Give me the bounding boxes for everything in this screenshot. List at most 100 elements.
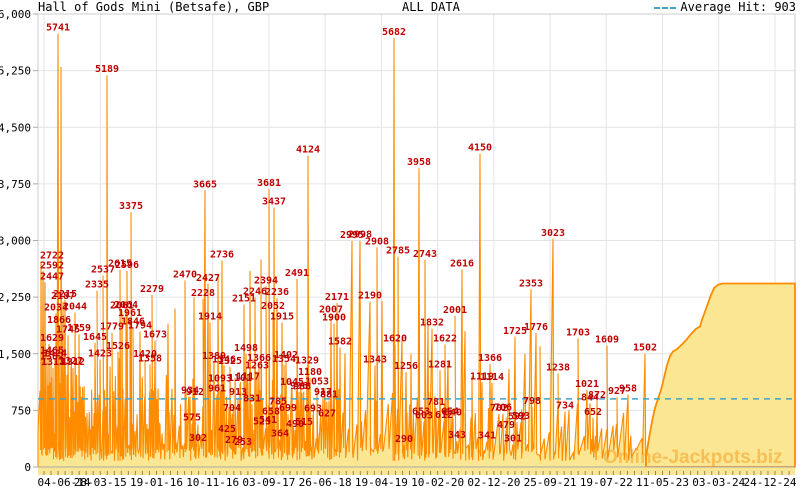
svg-text:19-01-16: 19-01-16 [130, 476, 183, 489]
svg-text:1263: 1263 [245, 361, 269, 372]
svg-text:1343: 1343 [363, 355, 387, 366]
svg-text:1325: 1325 [218, 356, 242, 367]
svg-text:2007: 2007 [319, 304, 343, 315]
svg-text:652: 652 [584, 407, 602, 418]
svg-text:3681: 3681 [257, 178, 281, 189]
svg-text:2228: 2228 [191, 288, 215, 299]
svg-text:917: 917 [314, 387, 332, 398]
x-axis [38, 466, 795, 475]
svg-text:654: 654 [441, 407, 459, 418]
svg-text:425: 425 [218, 424, 236, 435]
svg-text:1180: 1180 [298, 367, 322, 378]
svg-text:706: 706 [494, 403, 512, 414]
svg-text:612: 612 [435, 410, 453, 421]
svg-text:2736: 2736 [210, 249, 234, 260]
svg-text:1329: 1329 [295, 356, 319, 367]
svg-text:4150: 4150 [468, 143, 492, 154]
svg-text:24-12-24: 24-12-24 [744, 476, 797, 489]
svg-text:2061: 2061 [110, 300, 134, 311]
svg-text:1794: 1794 [128, 321, 152, 332]
svg-text:1021: 1021 [575, 379, 599, 390]
svg-text:5741: 5741 [46, 23, 70, 34]
svg-text:2785: 2785 [386, 246, 410, 257]
svg-text:2335: 2335 [85, 280, 109, 291]
svg-text:25-09-21: 25-09-21 [524, 476, 577, 489]
svg-text:2470: 2470 [173, 270, 197, 281]
svg-text:2279: 2279 [140, 284, 164, 295]
svg-text:1358: 1358 [138, 353, 162, 364]
svg-text:2743: 2743 [413, 249, 437, 260]
svg-text:872: 872 [588, 390, 606, 401]
svg-text:2187: 2187 [51, 291, 75, 302]
svg-text:1423: 1423 [88, 349, 112, 360]
svg-text:1725: 1725 [503, 326, 527, 337]
svg-text:2034: 2034 [44, 302, 68, 313]
svg-text:1389: 1389 [202, 351, 226, 362]
svg-text:1327: 1327 [59, 356, 83, 367]
svg-text:934: 934 [181, 385, 199, 396]
svg-text:1117: 1117 [236, 372, 260, 383]
svg-text:704: 704 [223, 403, 241, 414]
svg-text:2353: 2353 [519, 278, 543, 289]
svg-text:3375: 3375 [119, 201, 143, 212]
svg-text:26-06-18: 26-06-18 [299, 476, 352, 489]
svg-text:1346: 1346 [212, 354, 236, 365]
svg-text:1914: 1914 [198, 311, 222, 322]
svg-text:693: 693 [304, 404, 322, 415]
svg-text:996: 996 [290, 381, 308, 392]
svg-text:0: 0 [24, 461, 31, 474]
svg-text:290: 290 [395, 434, 413, 445]
svg-text:3,000: 3,000 [0, 235, 31, 248]
svg-text:2616: 2616 [450, 258, 474, 269]
average-hit-legend: Average Hit: 903 [654, 1, 796, 14]
y-axis-labels: 0 750 1,500 2,250 3,000 3,750 4,500 5,250 6,000 [0, 8, 38, 474]
svg-text:3437: 3437 [262, 197, 286, 208]
svg-text:515: 515 [295, 417, 313, 428]
svg-text:640: 640 [444, 408, 462, 419]
svg-text:1900: 1900 [322, 313, 346, 324]
svg-text:1526: 1526 [106, 341, 130, 352]
svg-text:2447: 2447 [40, 271, 64, 282]
svg-text:1582: 1582 [328, 337, 352, 348]
svg-text:302: 302 [189, 433, 207, 444]
svg-text:750: 750 [11, 404, 31, 417]
svg-text:958: 958 [619, 384, 637, 395]
svg-text:2722: 2722 [40, 250, 64, 261]
svg-text:11-05-23: 11-05-23 [636, 476, 689, 489]
svg-text:603: 603 [415, 410, 433, 421]
svg-text:627: 627 [318, 409, 336, 420]
svg-text:1424: 1424 [43, 348, 67, 359]
svg-text:2171: 2171 [325, 292, 349, 303]
svg-text:1759: 1759 [67, 323, 91, 334]
svg-text:343: 343 [448, 430, 466, 441]
svg-text:2908: 2908 [365, 236, 389, 247]
svg-text:3,750: 3,750 [0, 178, 31, 191]
svg-text:2615: 2615 [108, 259, 132, 270]
svg-text:1645: 1645 [83, 332, 107, 343]
svg-text:301: 301 [504, 433, 522, 444]
svg-text:734: 734 [556, 401, 574, 412]
svg-text:1502: 1502 [633, 343, 657, 354]
svg-text:19-04-19: 19-04-19 [355, 476, 408, 489]
svg-text:19-07-22: 19-07-22 [580, 476, 633, 489]
svg-text:831: 831 [243, 393, 261, 404]
svg-text:10-02-20: 10-02-20 [411, 476, 464, 489]
svg-text:1832: 1832 [420, 318, 444, 329]
svg-text:1366: 1366 [478, 353, 502, 364]
svg-text:2394: 2394 [254, 275, 278, 286]
svg-text:1745: 1745 [56, 324, 80, 335]
svg-text:1622: 1622 [433, 334, 457, 345]
svg-text:1703: 1703 [566, 327, 590, 338]
svg-text:541: 541 [259, 415, 277, 426]
svg-text:785: 785 [269, 397, 287, 408]
svg-text:490: 490 [286, 419, 304, 430]
svg-text:1238: 1238 [546, 363, 570, 374]
svg-text:525: 525 [253, 416, 271, 427]
svg-text:2,250: 2,250 [0, 291, 31, 304]
svg-text:1313: 1313 [41, 357, 65, 368]
svg-text:1465: 1465 [40, 345, 64, 356]
svg-text:2190: 2190 [358, 291, 382, 302]
